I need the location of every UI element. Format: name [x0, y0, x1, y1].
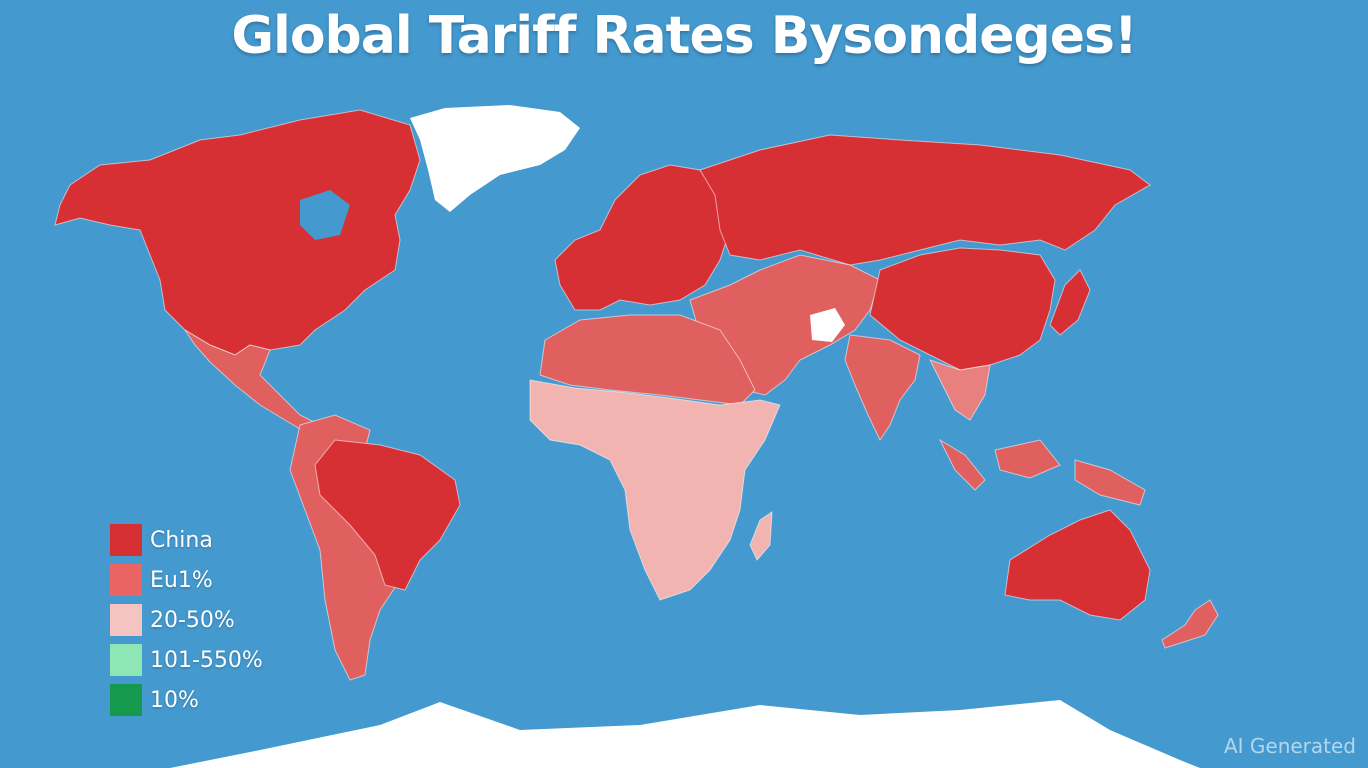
region-afghanistan — [810, 308, 845, 342]
legend-label: China — [150, 527, 213, 553]
legend-label: 10% — [150, 687, 199, 713]
region-mexico-central-america — [184, 329, 322, 433]
region-russia — [699, 134, 1151, 266]
region-new-zealand — [1161, 599, 1219, 649]
region-china — [869, 247, 1056, 371]
region-europe — [554, 164, 731, 311]
legend-label: 101-550% — [150, 647, 263, 673]
region-brazil — [314, 439, 461, 591]
legend-swatch — [110, 564, 142, 596]
region-madagascar — [749, 511, 773, 561]
region-india — [844, 334, 921, 442]
map-title: Global Tariff Rates Bysondeges! — [231, 6, 1137, 66]
region-australia — [1004, 509, 1151, 621]
region-north-africa — [539, 314, 756, 406]
region-north-america — [54, 109, 421, 356]
region-antarctica — [170, 700, 1200, 768]
region-sub-saharan-africa — [529, 379, 781, 601]
ai-generated-watermark: AI Generated — [1223, 734, 1356, 758]
legend-item: 10% — [110, 680, 263, 720]
legend-swatch — [110, 684, 142, 716]
legend-item: China — [110, 520, 263, 560]
legend-item: 20-50% — [110, 600, 263, 640]
map-legend: China Eu1% 20-50% 101-550% 10% — [110, 520, 263, 720]
legend-swatch — [110, 644, 142, 676]
legend-item: 101-550% — [110, 640, 263, 680]
legend-item: Eu1% — [110, 560, 263, 600]
region-greenland — [410, 105, 580, 212]
legend-label: 20-50% — [150, 607, 235, 633]
legend-swatch — [110, 604, 142, 636]
legend-swatch — [110, 524, 142, 556]
legend-label: Eu1% — [150, 567, 213, 593]
region-japan — [1049, 269, 1091, 336]
hudson-bay — [300, 190, 350, 240]
region-southeast-asia — [929, 359, 991, 421]
region-indonesia — [938, 438, 1146, 506]
